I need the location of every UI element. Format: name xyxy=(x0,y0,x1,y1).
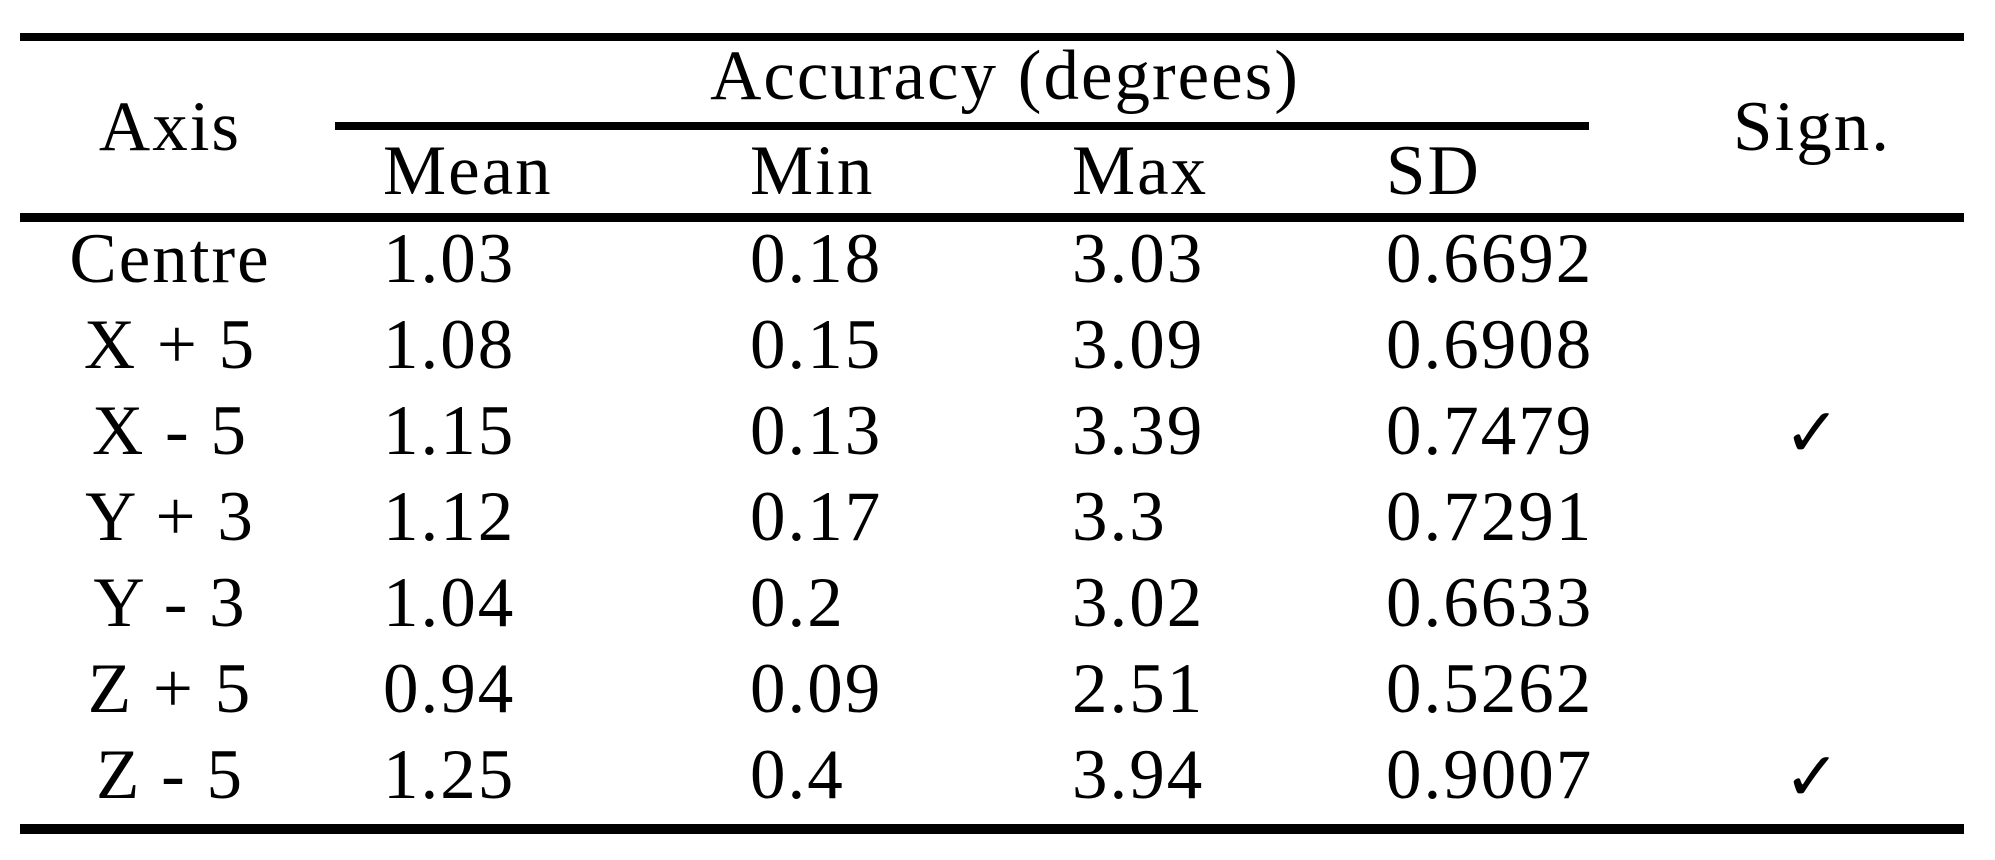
row-label-centre: Centre xyxy=(69,220,271,298)
cell-sd: 0.7479 xyxy=(1386,392,1594,470)
cell-sd: 0.9007 xyxy=(1386,736,1594,814)
checkmark-icon: ✓ xyxy=(1783,394,1841,473)
accuracy-group-underline xyxy=(335,122,1589,130)
cell-sd: 0.6692 xyxy=(1386,220,1594,298)
cell-min: 0.13 xyxy=(750,392,883,470)
cell-max: 3.39 xyxy=(1072,392,1205,470)
cell-min: 0.18 xyxy=(750,220,883,298)
column-header-mean: Mean xyxy=(383,132,553,210)
table-header-rule xyxy=(20,213,1964,222)
cell-max: 3.03 xyxy=(1072,220,1205,298)
cell-mean: 1.15 xyxy=(383,392,516,470)
cell-max: 3.3 xyxy=(1072,478,1167,556)
column-header-sd: SD xyxy=(1386,132,1481,210)
cell-sd: 0.6633 xyxy=(1386,564,1594,642)
row-label-y-plus-3: Y + 3 xyxy=(85,478,255,556)
cell-max: 2.51 xyxy=(1072,650,1205,728)
column-header-max: Max xyxy=(1072,132,1209,210)
row-label-z-minus-5: Z - 5 xyxy=(95,736,244,814)
column-header-min: Min xyxy=(750,132,875,210)
checkmark-icon: ✓ xyxy=(1783,738,1841,817)
column-group-header-accuracy: Accuracy (degrees) xyxy=(320,41,1660,130)
accuracy-table: Axis Accuracy (degrees) Sign. Mean Min M… xyxy=(20,33,1964,834)
cell-mean: 1.04 xyxy=(383,564,516,642)
cell-min: 0.15 xyxy=(750,306,883,384)
row-label-y-minus-3: Y - 3 xyxy=(93,564,247,642)
cell-sign-check xyxy=(1660,652,1964,738)
cell-max: 3.94 xyxy=(1072,736,1205,814)
cell-min: 0.4 xyxy=(750,736,845,814)
cell-min: 0.17 xyxy=(750,478,883,556)
row-label-x-plus-5: X + 5 xyxy=(83,306,257,384)
column-header-axis: Axis xyxy=(98,87,242,166)
cell-sd: 0.5262 xyxy=(1386,650,1594,728)
table-bottom-rule xyxy=(20,824,1964,834)
cell-sign-check xyxy=(1660,480,1964,566)
row-label-z-plus-5: Z + 5 xyxy=(87,650,253,728)
cell-sign-check xyxy=(1660,566,1964,652)
cell-max: 3.02 xyxy=(1072,564,1205,642)
cell-mean: 1.12 xyxy=(383,478,516,556)
column-header-sign: Sign. xyxy=(1733,87,1891,166)
cell-min: 0.09 xyxy=(750,650,883,728)
row-label-x-minus-5: X - 5 xyxy=(92,392,248,470)
cell-sign-check xyxy=(1660,308,1964,394)
accuracy-group-label: Accuracy (degrees) xyxy=(710,37,1300,115)
cell-sign-check xyxy=(1660,222,1964,308)
cell-mean: 1.25 xyxy=(383,736,516,814)
cell-min: 0.2 xyxy=(750,564,845,642)
cell-sd: 0.6908 xyxy=(1386,306,1594,384)
cell-mean: 1.08 xyxy=(383,306,516,384)
cell-mean: 1.03 xyxy=(383,220,516,298)
cell-mean: 0.94 xyxy=(383,650,516,728)
cell-max: 3.09 xyxy=(1072,306,1205,384)
table-top-rule xyxy=(20,33,1964,41)
cell-sd: 0.7291 xyxy=(1386,478,1594,556)
